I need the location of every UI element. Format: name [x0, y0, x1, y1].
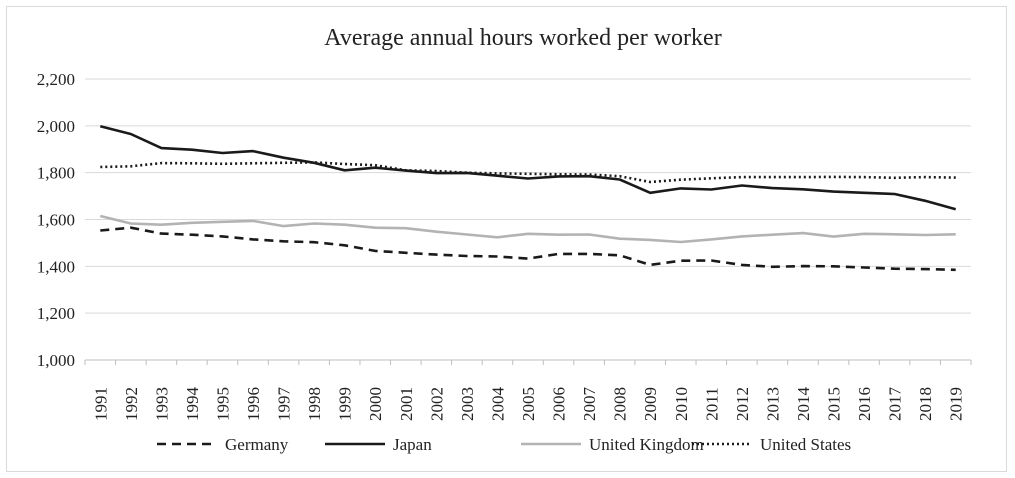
- y-tick-label: 2,200: [37, 70, 75, 89]
- x-tick-label: 2009: [641, 387, 660, 421]
- chart-title: Average annual hours worked per worker: [324, 25, 721, 51]
- legend-label-united-kingdom: United Kingdom: [589, 435, 704, 454]
- x-tick-label: 2000: [366, 387, 385, 421]
- y-tick-label: 1,600: [37, 211, 75, 230]
- y-axis: 1,000 1,200 1,400 1,600 1,800 2,000 2,200: [37, 70, 75, 370]
- x-tick-label: 2015: [825, 387, 844, 421]
- x-tick-label: 1993: [152, 387, 171, 421]
- series-lines: [99, 125, 957, 272]
- x-axis: 1991 1992 1993 1994 1995 1996 1997 1998 1999 2000…: [84, 359, 972, 422]
- x-tick-label: 2006: [550, 387, 569, 421]
- x-tick-label: 2004: [488, 386, 507, 421]
- x-tick-label: 2016: [855, 387, 874, 421]
- x-tick-label: 1999: [336, 387, 355, 421]
- legend: Germany Japan United Kingdom United States: [157, 435, 851, 454]
- line-chart: Average annual hours worked per worker 1…: [37, 25, 972, 454]
- x-tick-label: 1991: [91, 387, 110, 421]
- x-tick-label: 2001: [397, 387, 416, 421]
- legend-label-japan: Japan: [393, 435, 432, 454]
- x-tick-label: 2011: [702, 387, 721, 420]
- x-tick-label: 2007: [580, 387, 599, 422]
- x-tick-label: 1997: [275, 387, 294, 422]
- y-tick-label: 2,000: [37, 117, 75, 136]
- x-tick-label: 2002: [427, 387, 446, 421]
- x-tick-label: 2019: [947, 387, 966, 421]
- legend-label-germany: Germany: [225, 435, 289, 454]
- x-tick-label: 2008: [611, 387, 630, 421]
- chart-frame: Average annual hours worked per worker 1…: [6, 6, 1007, 472]
- y-tick-label: 1,200: [37, 304, 75, 323]
- x-tick-label: 1992: [122, 387, 141, 421]
- x-tick-label: 2013: [763, 387, 782, 421]
- x-tick-label: 1996: [244, 387, 263, 421]
- y-tick-label: 1,000: [37, 351, 75, 370]
- x-tick-label: 2003: [458, 387, 477, 421]
- x-tick-label: 1998: [305, 387, 324, 421]
- series-line-germany: [100, 226, 956, 272]
- x-tick-label: 2010: [672, 387, 691, 421]
- series-line-japan: [99, 125, 957, 211]
- x-tick-label: 2005: [519, 387, 538, 421]
- x-tick-label: 1994: [183, 387, 202, 422]
- y-tick-label: 1,400: [37, 257, 75, 276]
- y-tick-label: 1,800: [37, 164, 75, 183]
- x-tick-label: 1995: [213, 387, 232, 421]
- x-tick-label: 2014: [794, 387, 813, 422]
- legend-label-united-states: United States: [760, 435, 851, 454]
- x-tick-label: 2012: [733, 387, 752, 421]
- x-tick-label: 2017: [886, 387, 905, 422]
- x-tick-label: 2018: [916, 387, 935, 421]
- series-line-united-kingdom: [99, 214, 956, 244]
- gridlines: [85, 78, 971, 314]
